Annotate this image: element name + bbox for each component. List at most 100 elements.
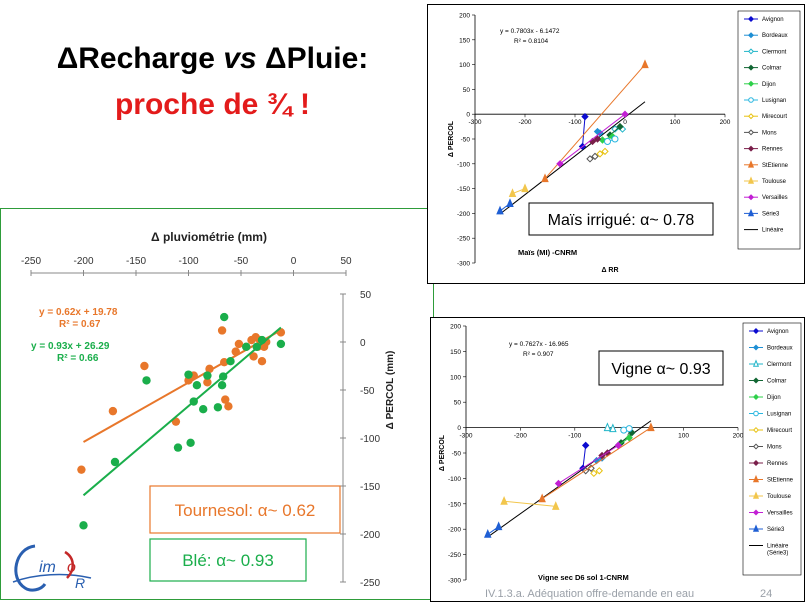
data-point [581,441,590,450]
y-tick-label: 100 [450,374,461,381]
series-toulouse [508,183,529,198]
legend-label: Colmar [767,379,786,385]
vigne-chart-panel: 200 150 100 50 0 -50 -100 -150 -200 -250 -300 -300 -… [430,317,805,602]
legend-swatch-marker [753,410,759,417]
legend-swatch-marker [752,393,760,401]
x-tick-label: -200 [518,119,531,126]
series-line [504,500,556,507]
alpha-label: Maïs irrigué: α~ 0.78 [548,212,695,229]
series-line [544,64,646,180]
ble-label: Blé: α~ 0.93 [182,551,274,570]
series-s-rie3 [484,521,503,538]
y-tick-label: 200 [450,324,461,331]
data-point [184,370,193,379]
legend-label: Mons [767,445,782,451]
left-y-tick-label: -250 [360,578,380,589]
data-point [276,339,286,349]
legend-label: Mons [762,130,777,136]
data-point [587,464,595,472]
legend-swatch-marker [747,129,755,136]
data-point [586,155,594,163]
series-versailles [556,110,629,168]
data-point [596,150,604,158]
legend-swatch-marker [752,359,760,367]
legend-label: Rennes [762,147,783,153]
legend-swatch-marker [747,160,755,168]
y-tick-label: -100 [457,161,470,168]
tournesol-r2: R² = 0.67 [59,319,101,330]
tournesol-label: Tournesol: α~ 0.62 [175,501,316,520]
data-point [611,135,619,143]
legend-box [742,322,802,576]
data-point [77,465,86,474]
x-tick-label: 200 [720,119,731,126]
data-point [108,406,118,416]
title-part-c: ΔPluie: [256,42,369,75]
data-point [234,339,244,349]
data-point [249,352,258,361]
data-point [494,521,503,531]
x-tick-label: -200 [514,433,527,440]
left-y-tick-label: -100 [360,434,380,445]
legend: Avignon Bordeaux Clermont Colmar Dijon Lusign… [737,10,801,250]
svg-text:im: im [39,559,56,576]
left-y-tick-label: -50 [360,386,375,397]
series-line [558,444,619,484]
x-tick-label: 100 [678,433,689,440]
data-point [538,493,546,503]
series-mirecourt [590,467,603,478]
data-point [203,378,212,387]
series-ble [79,312,286,530]
data-point [554,479,563,488]
left-x-tick-label: -250 [21,256,41,267]
title-part-vs: vs [223,42,257,75]
legend-label: Linéaire [767,544,789,550]
x-tick-label: -300 [459,433,472,440]
ble-r2: R² = 0.66 [57,353,99,364]
legend-label: Versailles [767,511,793,517]
legend-label: Dijon [767,395,781,401]
data-point [110,457,120,467]
legend-swatch-marker [747,15,755,23]
y-tick-label: 0 [466,112,470,119]
data-point [591,152,599,161]
data-point [186,438,195,447]
series-stetienne [541,59,649,183]
y-tick-label: -250 [457,236,470,243]
series-avignon [578,112,589,151]
ble-equation: y = 0.93x + 26.29 [31,341,110,352]
data-point [496,205,504,215]
y-tick-label: 100 [459,62,470,69]
x-tick-label: -300 [468,119,481,126]
left-chart-panel: Δ pluviométrie (mm) Δ PERCOL (mm) -250 -200… [0,208,434,600]
left-y-tick-label: 0 [360,338,366,349]
y-tick-label: 50 [454,400,462,407]
series-line [582,445,587,469]
data-point [641,59,649,69]
legend-swatch-marker [747,32,755,39]
left-y-tick-label: 50 [360,290,372,301]
data-point [217,326,227,335]
data-point [220,357,229,367]
y-tick-label: -100 [448,476,461,483]
left-chart: Δ pluviométrie (mm) Δ PERCOL (mm) -250 -200… [21,230,396,589]
data-point [484,529,492,538]
y-axis-title: Δ PERCOL [439,434,446,471]
legend-label: Clermont [767,362,792,368]
slide-subtitle: proche de ¾ ! [114,88,311,121]
legend-swatch-marker [752,459,760,467]
trendline [82,326,282,497]
series-lusignan [604,135,619,145]
trend-r2: R² = 0.907 [523,351,554,358]
legend-swatch-marker [752,327,760,335]
data-point [217,381,227,390]
data-point [552,501,560,510]
left-y-tick-label: -150 [360,482,380,493]
series-clermont [611,125,627,133]
data-point [203,371,212,380]
data-point [226,357,235,366]
series-clermont [603,422,617,433]
data-point [521,183,529,193]
trend-equation: y = 0.7627x - 16.965 [509,341,569,348]
legend-swatch-marker [752,377,760,384]
